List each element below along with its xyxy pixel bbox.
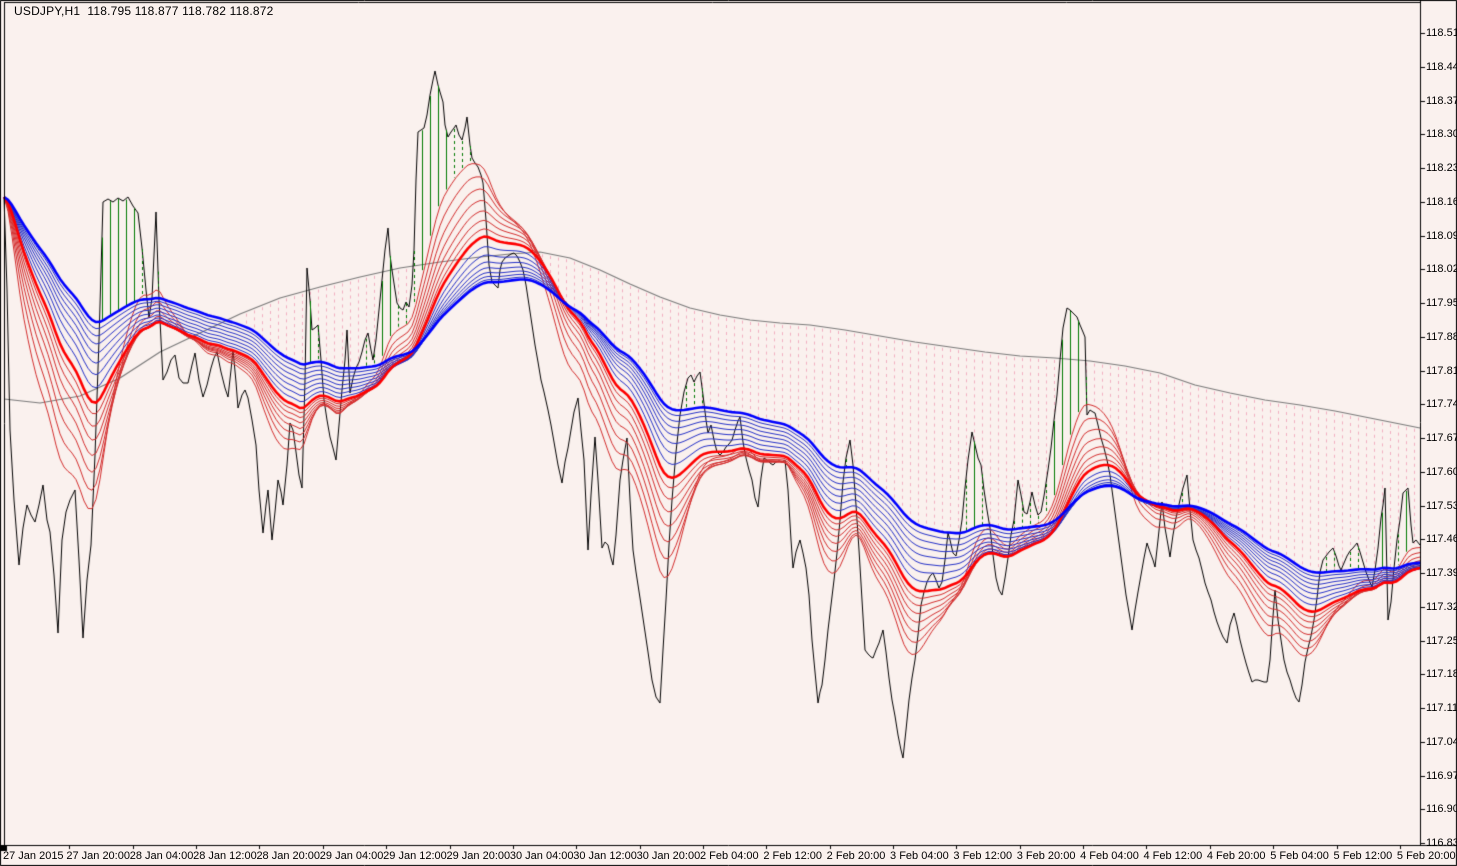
y-axis-label: 118.235 — [1426, 162, 1457, 174]
y-axis-label: 118.515 — [1426, 27, 1457, 39]
x-axis-label: 30 Jan 04:00 — [509, 850, 574, 862]
x-axis-label: 5 Feb 04:00 — [1270, 850, 1329, 862]
y-axis-label: 117.675 — [1426, 432, 1457, 444]
y-axis-label: 118.095 — [1426, 229, 1457, 242]
y-axis-label: 117.535 — [1426, 499, 1457, 512]
x-axis-label: 4 Feb 04:00 — [1080, 850, 1139, 862]
y-axis-label: 118.375 — [1426, 94, 1457, 107]
x-axis-label: 2 Feb 20:00 — [826, 850, 886, 862]
y-axis-label: 117.745 — [1426, 398, 1457, 411]
y-axis-label: 118.445 — [1426, 60, 1457, 73]
x-axis-label: 3 Feb 20:00 — [1016, 850, 1076, 862]
x-axis-label: 4 Feb 12:00 — [1143, 850, 1203, 862]
x-axis-label: 5 Feb 12:00 — [1333, 850, 1393, 862]
y-axis-label: 118.305 — [1426, 128, 1457, 141]
chart-title: USDJPY,H1 118.795 118.877 118.782 118.87… — [14, 4, 274, 18]
x-axis-label: 3 Feb 04:00 — [890, 850, 949, 862]
y-axis-label: 117.255 — [1426, 634, 1457, 647]
y-axis-label: 117.885 — [1426, 330, 1457, 343]
x-axis-label: 27 Jan 2015 — [3, 850, 64, 862]
y-axis-label: 117.955 — [1426, 297, 1457, 309]
y-axis-label: 117.325 — [1426, 600, 1457, 613]
y-axis-label: 117.815 — [1426, 364, 1457, 377]
x-axis-label: 2 Feb 12:00 — [763, 850, 823, 862]
x-axis-label: 3 Feb 12:00 — [953, 850, 1013, 862]
y-axis-label: 117.465 — [1426, 533, 1457, 546]
y-axis-label: 117.605 — [1426, 465, 1457, 478]
y-axis-label: 117.395 — [1426, 567, 1457, 579]
x-axis-label: 29 Jan 04:00 — [319, 850, 384, 862]
x-axis-label: 27 Jan 20:00 — [66, 850, 130, 862]
y-axis-label: 116.835 — [1426, 837, 1457, 849]
y-axis-label: 117.115 — [1426, 702, 1457, 714]
x-axis-label: 28 Jan 12:00 — [193, 850, 257, 862]
x-axis-label: 29 Jan 12:00 — [383, 850, 447, 862]
x-axis-label: 28 Jan 04:00 — [129, 850, 194, 862]
y-axis-label: 118.025 — [1426, 263, 1457, 276]
x-axis-label: 4 Feb 20:00 — [1206, 850, 1266, 862]
y-axis-label: 116.975 — [1426, 769, 1457, 782]
y-axis-label: 118.165 — [1426, 195, 1457, 208]
y-axis-label: 117.185 — [1426, 668, 1457, 681]
x-axis-label: 2 Feb 04:00 — [699, 850, 759, 862]
x-axis-label: 5 Feb 20:00 — [1396, 850, 1456, 862]
y-axis-label: 116.905 — [1426, 803, 1457, 816]
x-axis-label: 30 Jan 12:00 — [573, 850, 637, 862]
x-axis-label: 28 Jan 20:00 — [256, 850, 321, 862]
x-axis-label: 29 Jan 20:00 — [446, 850, 511, 862]
x-axis-label: 30 Jan 20:00 — [636, 850, 701, 862]
y-axis-label: 117.045 — [1426, 735, 1457, 748]
